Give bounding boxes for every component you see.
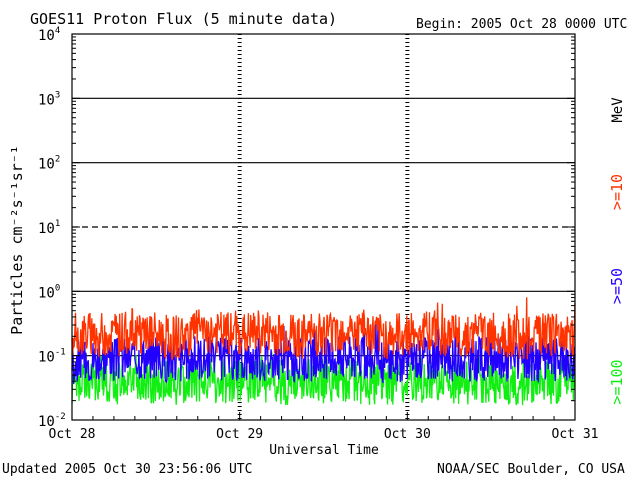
legend-unit: MeV xyxy=(610,97,626,123)
y-tick-base: 10 xyxy=(38,92,55,108)
x-tick-label-2: Oct 30 xyxy=(384,427,431,442)
credit-label: NOAA/SEC Boulder, CO USA xyxy=(437,462,625,477)
legend-label-1: >=50 xyxy=(608,268,626,304)
y-tick-label-4: 102 xyxy=(38,155,60,173)
y-tick-label-5: 103 xyxy=(38,90,60,108)
y-tick-exponent: 3 xyxy=(55,90,60,100)
y-tick-label-2: 100 xyxy=(38,283,60,301)
y-tick-exponent: 2 xyxy=(55,155,60,165)
legend-label-0: >=10 xyxy=(608,174,626,210)
chart-title: GOES11 Proton Flux (5 minute data) xyxy=(30,10,337,28)
x-tick-label-0: Oct 28 xyxy=(49,427,96,442)
y-tick-base: 10 xyxy=(38,285,55,301)
y-tick-label-0: 10-2 xyxy=(38,412,66,430)
y-tick-base: 10 xyxy=(38,221,55,237)
y-tick-exponent: -2 xyxy=(55,412,66,422)
y-tick-exponent: 4 xyxy=(55,26,60,36)
y-tick-exponent: -1 xyxy=(55,348,66,358)
y-tick-base: 10 xyxy=(38,414,55,430)
y-tick-base: 10 xyxy=(38,350,55,366)
series-layer xyxy=(71,297,576,406)
series-line-0 xyxy=(71,297,576,361)
begin-label: Begin: 2005 Oct 28 0000 UTC xyxy=(416,17,627,32)
y-tick-base: 10 xyxy=(38,28,55,44)
y-axis-label-text: Particles cm⁻²s⁻¹sr⁻¹ xyxy=(8,145,26,335)
legend: MeV >=10 >=50 >=100 xyxy=(608,97,626,405)
y-axis-label: Particles cm⁻²s⁻¹sr⁻¹ xyxy=(8,145,26,335)
y-tick-label-6: 104 xyxy=(38,26,60,44)
grid-layer xyxy=(72,34,575,420)
y-tick-label-3: 101 xyxy=(38,219,60,237)
updated-label: Updated 2005 Oct 30 23:56:06 UTC xyxy=(2,462,252,477)
x-tick-label-3: Oct 31 xyxy=(552,427,599,442)
x-axis-label: Universal Time xyxy=(269,443,379,458)
x-tick-label-1: Oct 29 xyxy=(216,427,263,442)
legend-label-2: >=100 xyxy=(608,359,626,404)
y-tick-base: 10 xyxy=(38,157,55,173)
y-tick-exponent: 1 xyxy=(55,219,60,229)
y-tick-label-1: 10-1 xyxy=(38,348,66,366)
y-tick-exponent: 0 xyxy=(55,283,60,293)
